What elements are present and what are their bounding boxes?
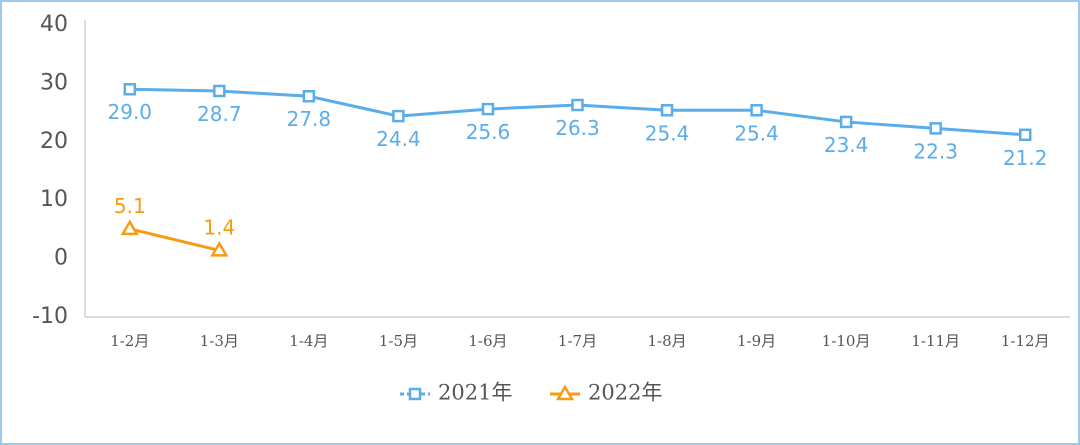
x-tick-label: 1-2月 [110, 332, 149, 350]
point-marker [1018, 128, 1032, 142]
legend-label: 2021年 [438, 381, 512, 405]
point-marker [750, 104, 763, 117]
y-tick-label: 20 [40, 129, 68, 154]
y-tick-label: 30 [40, 70, 68, 95]
data-label: 25.4 [734, 121, 779, 145]
point-marker [660, 104, 674, 117]
point-marker [839, 115, 853, 129]
data-label: 26.3 [555, 116, 600, 140]
point-marker [481, 102, 495, 116]
y-tick-label: 10 [40, 187, 68, 212]
y-tick-label: 0 [54, 246, 68, 271]
point-marker [571, 98, 584, 112]
point-marker [929, 122, 942, 135]
y-tick-label: 40 [40, 12, 68, 37]
point-marker [302, 89, 316, 103]
data-label: 28.7 [197, 102, 242, 126]
point-marker [120, 219, 139, 236]
data-label: 29.0 [108, 100, 153, 124]
data-label: 27.8 [287, 107, 332, 131]
point-marker [123, 82, 137, 96]
legend-label: 2022年 [588, 381, 662, 405]
x-tick-label: 1-9月 [737, 332, 776, 350]
series-line [129, 227, 220, 252]
data-label: 21.2 [1003, 146, 1048, 170]
data-label: 22.3 [913, 139, 958, 163]
x-tick-label: 1-6月 [468, 332, 507, 350]
point-marker [392, 109, 405, 123]
data-label: 23.4 [824, 133, 869, 157]
x-tick-label: 1-7月 [558, 332, 597, 350]
data-label: 24.4 [376, 127, 421, 151]
x-tick-label: 1-4月 [289, 332, 328, 350]
x-tick-label: 1-11月 [911, 332, 960, 350]
data-label: 25.6 [466, 120, 511, 144]
x-tick-label: 1-3月 [200, 332, 239, 350]
point-marker [213, 84, 226, 98]
x-tick-label: 1-12月 [1001, 332, 1050, 350]
y-tick-label: -10 [32, 304, 68, 329]
data-label: 5.1 [114, 194, 146, 218]
x-tick-label: 1-8月 [647, 332, 686, 350]
point-marker [210, 240, 229, 257]
data-label: 1.4 [203, 215, 235, 239]
legend-marker [555, 384, 575, 401]
x-tick-label: 1-10月 [822, 332, 871, 350]
data-label: 25.4 [645, 121, 690, 145]
legend-marker [408, 387, 422, 401]
x-tick-label: 1-5月 [379, 332, 418, 350]
